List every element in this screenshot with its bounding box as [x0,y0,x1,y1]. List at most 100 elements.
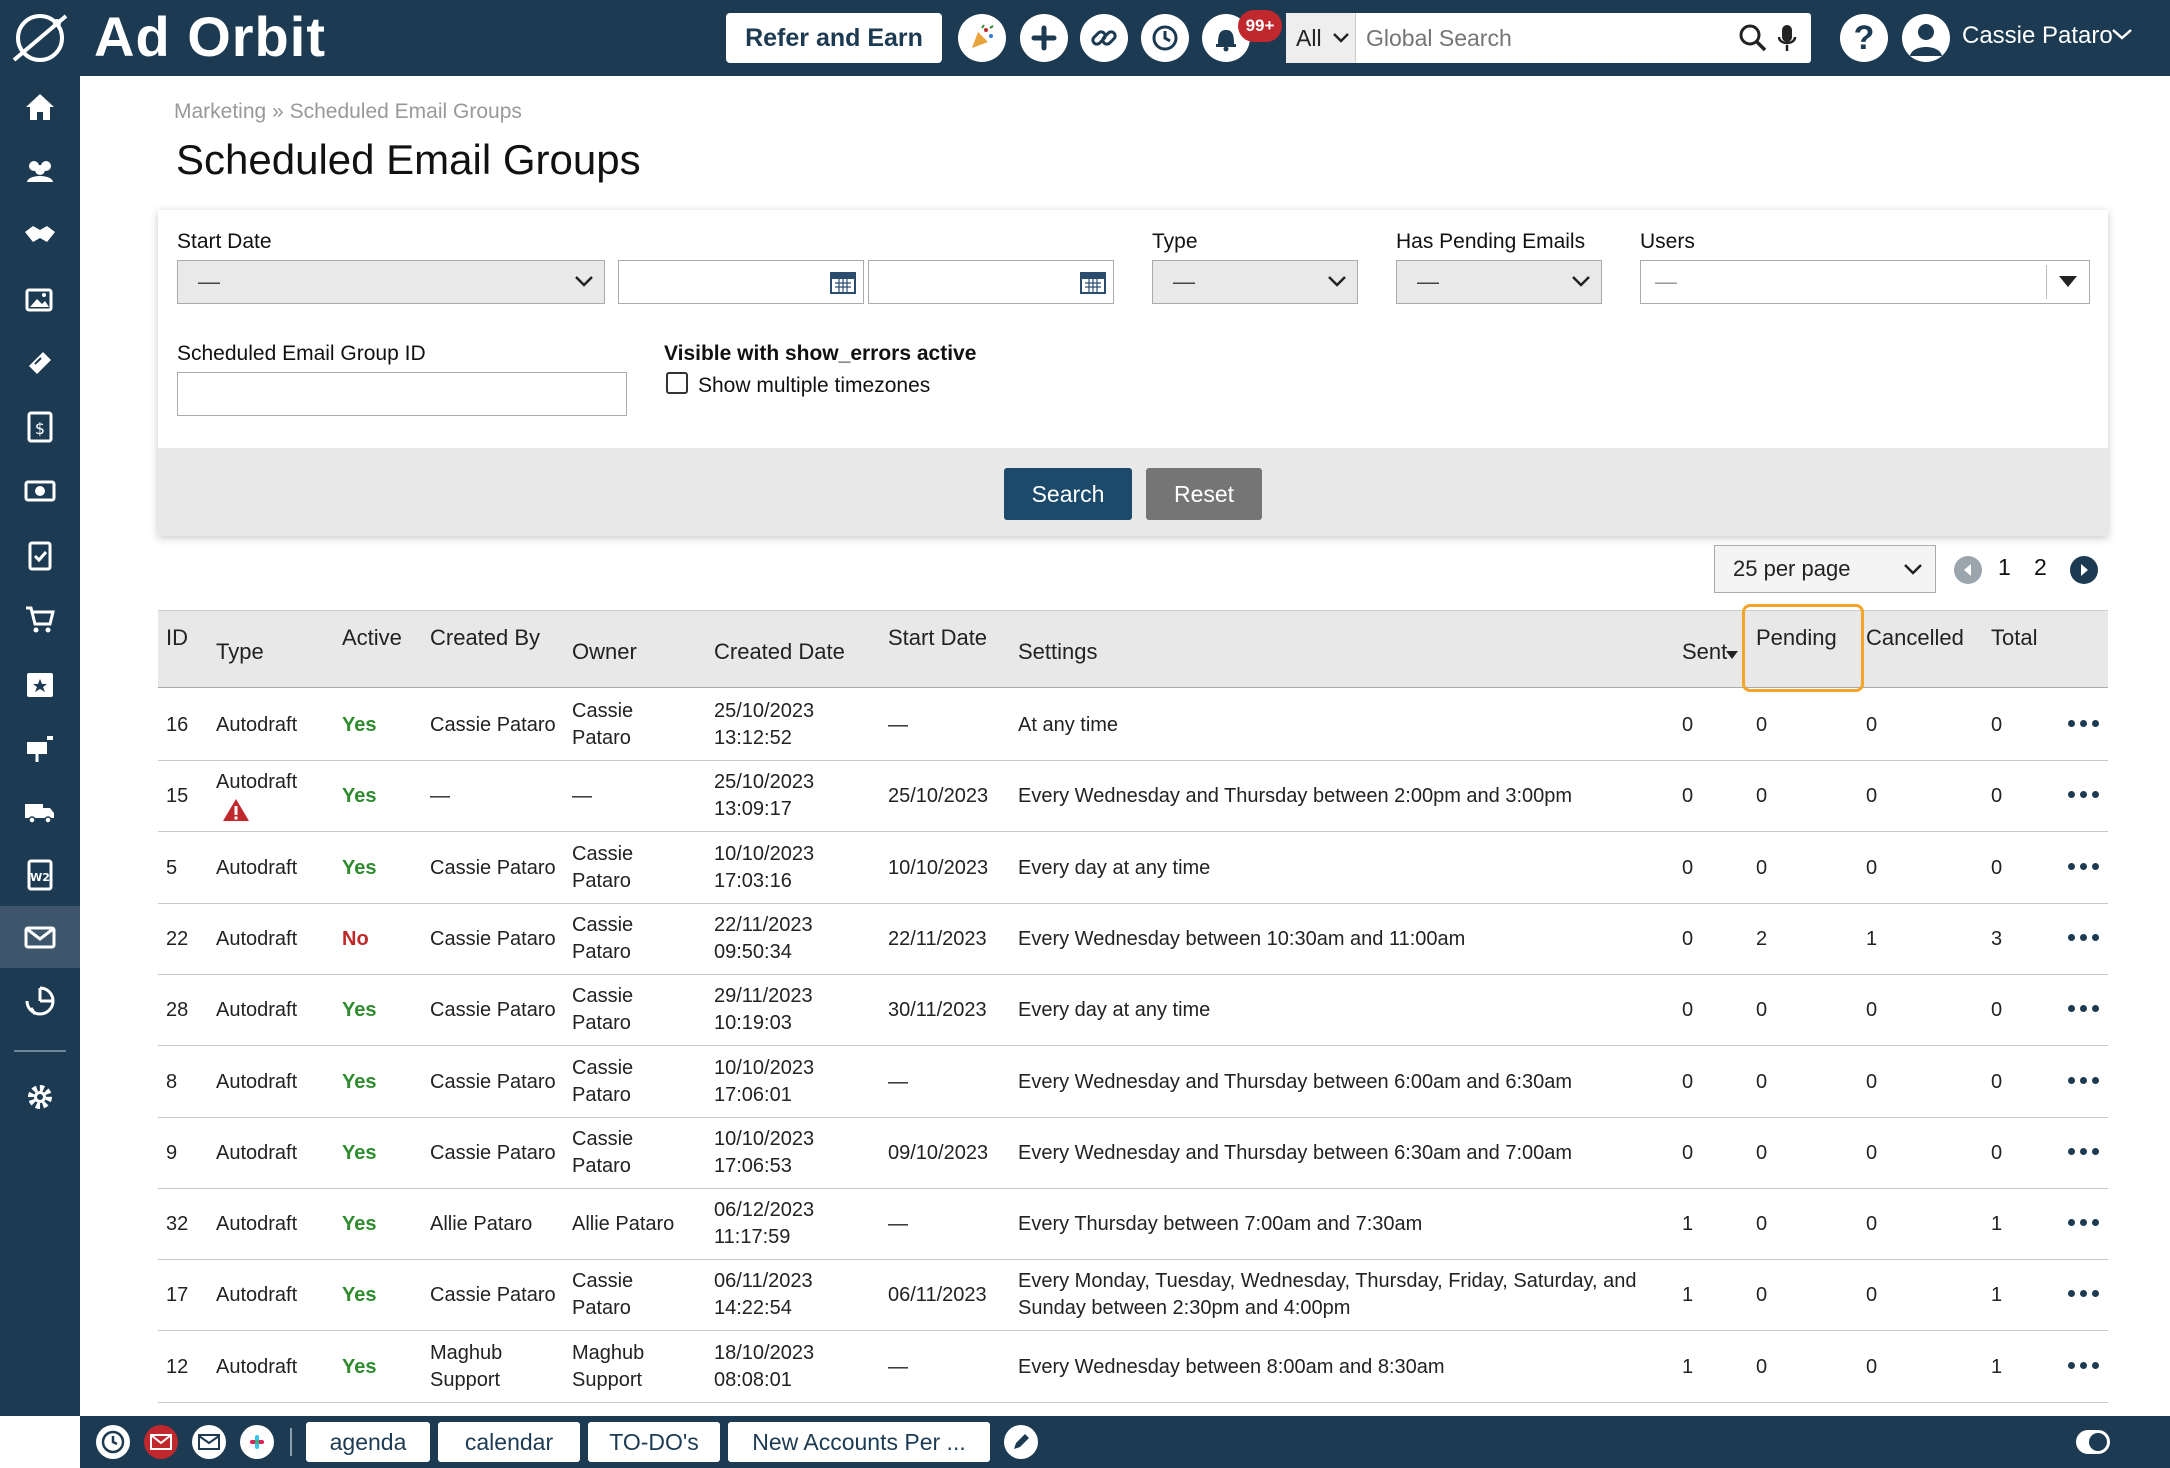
cell-settings-line: Every Wednesday and Thursday between 6:0… [1018,1070,1573,1093]
table-row[interactable]: 16 Autodraft Yes Cassie Pataro Cassie Pataro 2… [158,690,2108,761]
table-row[interactable]: 12 Autodraft Yes Maghub Support Maghub Support… [158,1332,2108,1403]
global-search-input[interactable] [1366,13,1726,63]
email-alert-icon[interactable] [144,1425,178,1459]
sidebar-item-home[interactable] [0,76,80,138]
tab-new-accounts[interactable]: New Accounts Per ... [728,1422,990,1462]
calendar-icon[interactable] [829,269,857,295]
help-icon[interactable]: ? [1840,14,1888,62]
column-header-sent[interactable]: Sent [1682,639,1728,664]
sidebar-item-orders[interactable] [0,332,80,394]
row-actions-more-icon[interactable] [2068,1147,2099,1155]
reset-button[interactable]: Reset [1146,468,1262,520]
table-row[interactable]: 32 Autodraft Yes Allie Pataro Allie Pataro 06… [158,1189,2108,1261]
row-actions-more-icon[interactable] [2068,791,2099,799]
row-actions-more-icon[interactable] [2068,1219,2099,1227]
search-icon[interactable] [1738,23,1768,53]
cell-cancelled: 1 [1866,927,1878,950]
sort-descending-icon[interactable] [1726,651,1738,659]
sidebar-item-email[interactable] [0,906,80,968]
sidebar-item-media[interactable] [0,268,80,330]
search-button[interactable]: Search [1004,468,1132,520]
column-header-type[interactable]: Type [216,639,264,664]
tab-calendar[interactable]: calendar [438,1422,580,1462]
column-header-cancelled[interactable]: Cancelled [1866,625,1964,650]
users-select[interactable]: — [1640,260,2090,304]
previous-page-icon[interactable] [1954,556,1982,584]
toggle-switch[interactable] [2076,1430,2110,1454]
multiple-timezones-checkbox[interactable] [666,372,688,394]
warning-icon[interactable] [222,797,250,823]
sidebar-item-calendar[interactable] [0,652,80,714]
clock-icon[interactable] [96,1425,130,1459]
table-row[interactable]: 28 Autodraft Yes Cassie Pataro Cassie Pataro 2… [158,975,2108,1047]
party-icon[interactable] [958,14,1006,62]
table-row[interactable]: 17 Autodraft Yes Cassie Pataro Cassie Pataro 0… [158,1260,2108,1332]
next-page-icon[interactable] [2070,556,2098,584]
start-date-range-select[interactable]: — [177,260,605,304]
has-pending-emails-select[interactable]: — [1396,260,1602,304]
multiple-timezones-label[interactable]: Show multiple timezones [698,374,931,397]
row-actions-more-icon[interactable] [2068,1290,2099,1298]
table-row[interactable]: 15 Autodraft Yes — —25/10/2023 13:09:17 25/10/… [158,761,2108,833]
sidebar-item-sales[interactable] [0,204,80,266]
table-row[interactable]: 9 Autodraft Yes Cassie Pataro Cassie Pataro 10… [158,1118,2108,1189]
search-scope-select[interactable]: All [1286,13,1356,63]
row-actions-more-icon[interactable] [2068,862,2099,870]
table-row[interactable]: 22 Autodraft No Cassie Pataro Cassie Pataro 22… [158,904,2108,975]
page-number-1[interactable]: 1 [1998,554,2011,580]
tab-agenda[interactable]: agenda [306,1422,430,1462]
column-header-owner[interactable]: Owner [572,639,637,664]
chevron-down-icon[interactable] [2110,26,2134,42]
newsletter-icon[interactable] [192,1425,226,1459]
column-header-start-date[interactable]: Start Date [888,625,988,650]
column-header-id[interactable]: ID [166,625,188,650]
orbit-logo-icon[interactable] [10,10,70,66]
edit-pencil-icon[interactable] [1004,1425,1038,1459]
start-date-from-input[interactable] [618,260,864,304]
row-actions-more-icon[interactable] [2068,1076,2099,1084]
history-clock-icon[interactable] [1141,14,1189,62]
breadcrumb-parent[interactable]: Marketing [174,100,267,123]
avatar[interactable] [1902,14,1950,62]
cell-total: 0 [1991,714,2003,736]
table-row[interactable]: 5 Autodraft Yes Cassie Pataro Cassie Pataro 10… [158,833,2108,904]
sidebar-item-payments[interactable] [0,460,80,522]
calendar-icon[interactable] [1079,269,1107,295]
tab-todos[interactable]: TO-DO's [588,1422,720,1462]
sidebar-item-tasks[interactable] [0,524,80,586]
start-date-to-input[interactable] [868,260,1114,304]
microphone-icon[interactable] [1776,23,1798,53]
row-actions-more-icon[interactable] [2068,1005,2099,1013]
row-actions-more-icon[interactable] [2068,720,2099,727]
sidebar-item-settings[interactable] [0,1066,80,1128]
table-row[interactable]: 8 Autodraft Yes Cassie Pataro Cassie Pataro 10… [158,1047,2108,1118]
add-icon[interactable] [1020,14,1068,62]
app-logo[interactable]: Ad Orbit [94,5,326,68]
sidebar-item-invoices[interactable]: $ [0,396,80,458]
row-actions-more-icon[interactable] [2068,933,2099,941]
column-header-created-date[interactable]: Created Date [714,639,845,664]
sidebar-item-cart[interactable] [0,588,80,650]
sidebar-item-tax-forms[interactable]: W2 [0,844,80,906]
per-page-select[interactable]: 25 per page [1714,545,1936,593]
column-header-total[interactable]: Total [1991,625,2038,650]
sidebar-item-reports[interactable] [0,970,80,1032]
group-id-input[interactable] [177,372,627,416]
type-select[interactable]: — [1152,260,1358,304]
link-icon[interactable] [1080,14,1128,62]
sidebar-item-contacts[interactable] [0,140,80,202]
page-number-2[interactable]: 2 [2034,554,2047,580]
sidebar-item-delivery[interactable] [0,780,80,842]
refer-and-earn-button[interactable]: Refer and Earn [726,13,942,63]
user-name[interactable]: Cassie Pataro [1962,22,2113,49]
column-header-pending[interactable]: Pending [1756,625,1837,650]
column-header-active[interactable]: Active [342,625,402,650]
dropdown-arrow-icon[interactable] [2059,276,2077,287]
slack-icon[interactable] [240,1425,274,1459]
row-actions-more-icon[interactable] [2068,1361,2099,1369]
column-header-settings[interactable]: Settings [1018,639,1098,664]
notifications-bell-icon[interactable] [1202,14,1250,62]
sidebar-item-mail[interactable] [0,716,80,778]
dot [2080,862,2087,870]
column-header-created-by[interactable]: Created By [430,625,541,650]
